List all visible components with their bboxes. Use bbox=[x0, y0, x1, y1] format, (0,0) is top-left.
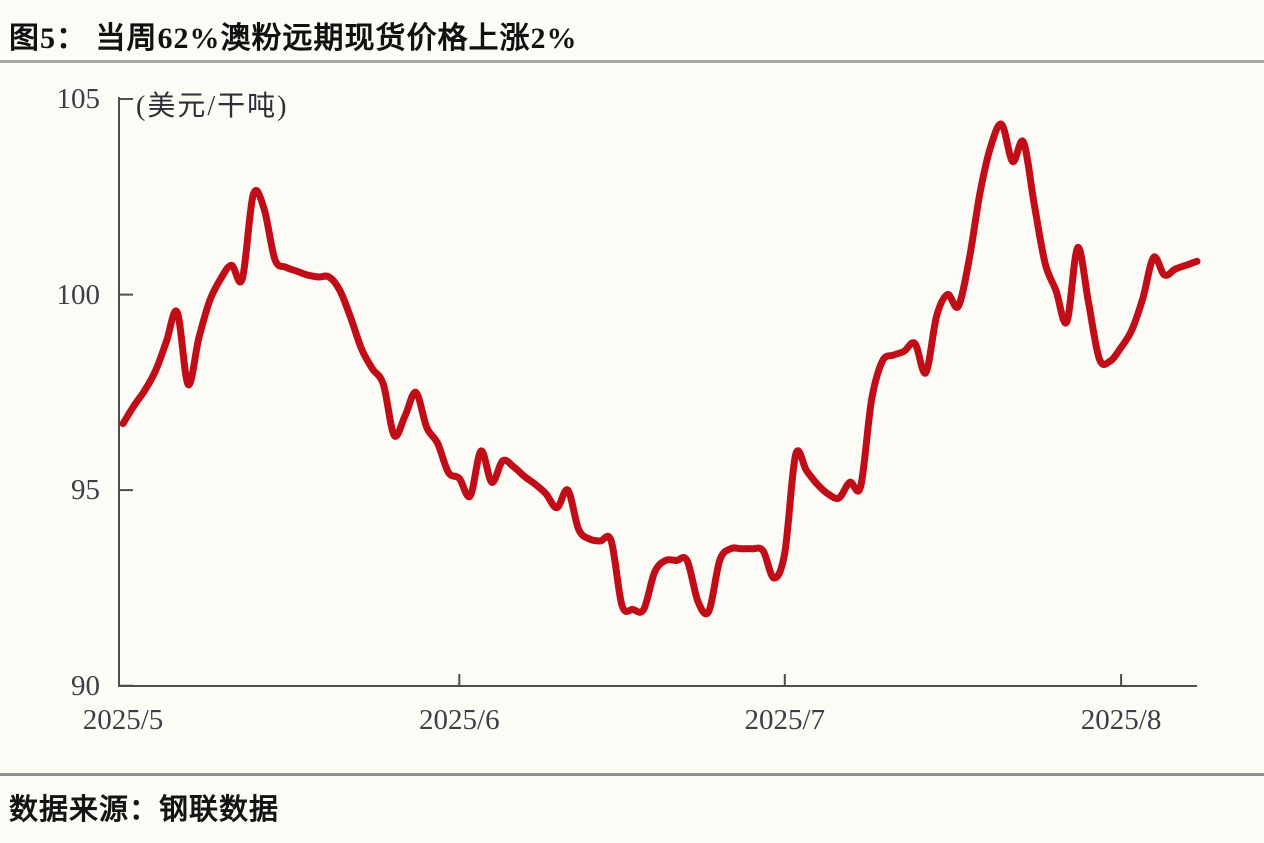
x-tick-label: 2025/7 bbox=[744, 704, 826, 736]
x-tick-label: 2025/5 bbox=[82, 704, 164, 736]
y-tick-label: 105 bbox=[56, 83, 101, 115]
y-axis-unit-label: (美元/干吨) bbox=[136, 91, 289, 122]
y-tick-label: 100 bbox=[56, 278, 101, 311]
chart-title: 图5： 当周62%澳粉远期现货价格上涨2% bbox=[9, 22, 578, 55]
title-divider-line bbox=[0, 60, 1264, 63]
x-tick-label: 2025/8 bbox=[1080, 704, 1162, 736]
y-tick-label: 90 bbox=[71, 669, 100, 702]
data-source-text: 数据来源：钢联数据 bbox=[9, 794, 280, 826]
footer-divider-line bbox=[0, 773, 1264, 776]
x-tick-label: 2025/6 bbox=[419, 704, 500, 736]
y-tick-label: 95 bbox=[71, 474, 100, 507]
